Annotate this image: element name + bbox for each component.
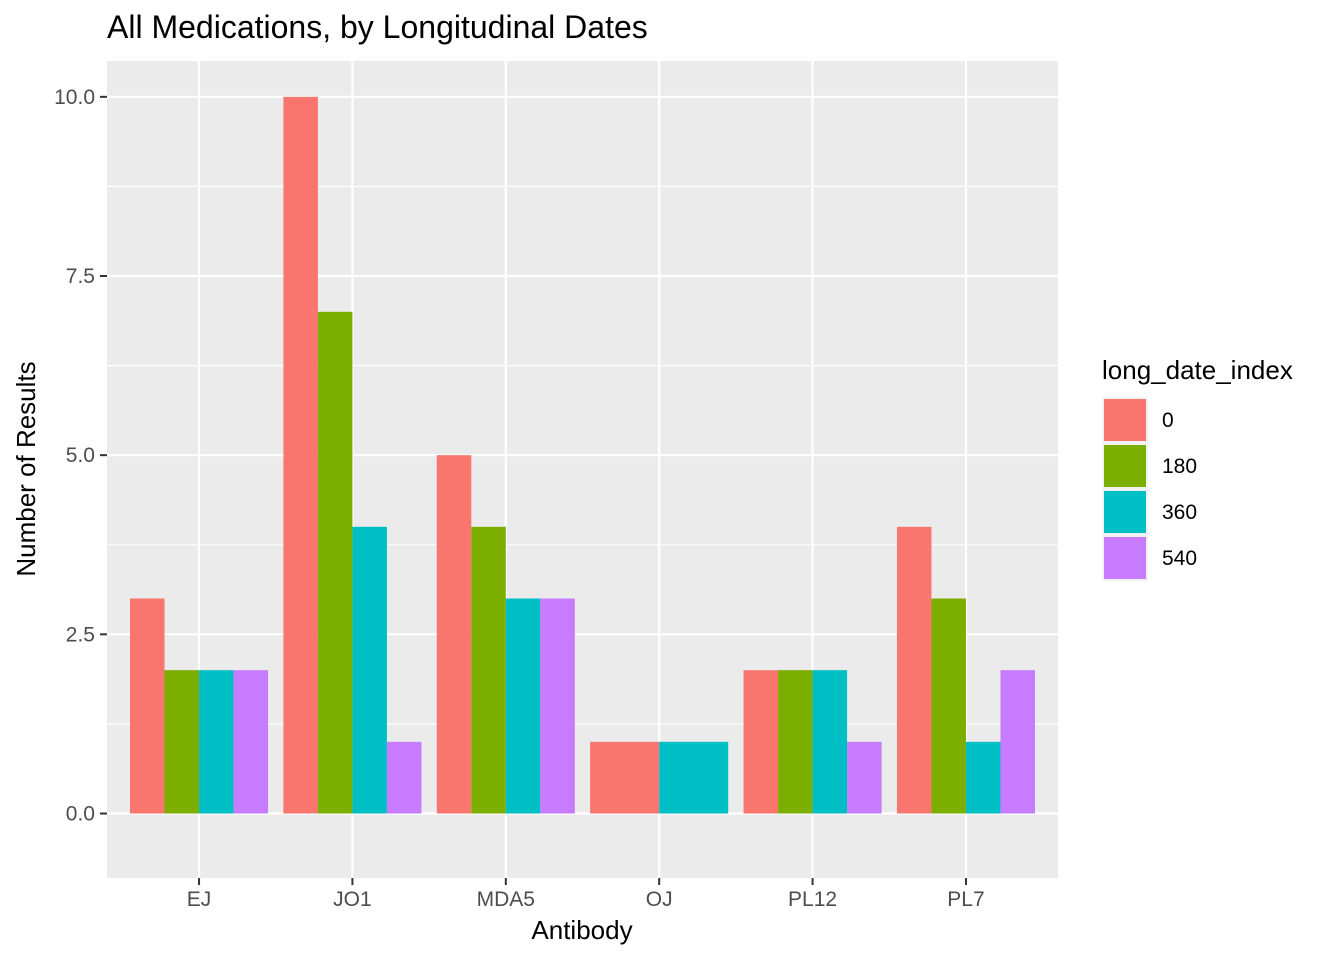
y-tick-label: 2.5 [66, 623, 95, 646]
bar-360-EJ [199, 670, 234, 814]
legend-label: 360 [1162, 501, 1197, 524]
bar-360-JO1 [352, 526, 387, 814]
bar-540-MDA5 [540, 598, 575, 814]
bar-0-OJ [590, 741, 660, 814]
legend-key-0 [1104, 399, 1146, 441]
bar-0-MDA5 [436, 455, 472, 814]
bar-360-PL7 [965, 741, 1001, 814]
x-tick-label: PL7 [947, 888, 984, 911]
bar-540-PL12 [847, 741, 882, 814]
x-axis-title: Antibody [531, 915, 632, 945]
y-tick-label: 0.0 [66, 803, 95, 826]
bar-180-MDA5 [471, 526, 506, 814]
y-axis-title: Number of Results [11, 361, 41, 576]
bar-0-EJ [130, 598, 165, 814]
x-tick-label: PL12 [788, 888, 837, 911]
legend-key-360 [1104, 491, 1146, 533]
legend-key-180 [1104, 445, 1146, 487]
legend-label: 540 [1162, 547, 1197, 570]
legend: long_date_index 0 180 360 540 [1102, 355, 1293, 581]
bar-360-PL12 [812, 670, 848, 814]
bar-540-JO1 [386, 741, 422, 814]
chart-title: All Medications, by Longitudinal Dates [107, 9, 648, 45]
x-tick-label: EJ [187, 888, 212, 911]
bar-0-PL12 [743, 670, 779, 814]
legend-key-540 [1104, 537, 1146, 579]
legend-label: 180 [1162, 455, 1197, 478]
y-tick-label: 7.5 [66, 265, 95, 288]
legend-title: long_date_index [1102, 355, 1293, 385]
x-tick-label: MDA5 [477, 888, 535, 911]
bar-0-JO1 [283, 96, 318, 814]
bar-540-PL7 [1000, 670, 1035, 814]
bar-360-MDA5 [505, 598, 541, 814]
axes: 0.0 2.5 5.0 7.5 10.0 EJ JO1 MDA5 OJ PL12 PL7 [54, 86, 985, 911]
bar-180-PL12 [778, 670, 813, 814]
bar-180-JO1 [317, 311, 353, 814]
bar-0-PL7 [896, 526, 932, 814]
bar-180-PL7 [931, 598, 966, 814]
y-tick-label: 5.0 [66, 444, 95, 467]
y-tick-label: 10.0 [54, 86, 95, 109]
legend-label: 0 [1162, 409, 1174, 432]
bar-540-EJ [233, 670, 269, 814]
x-tick-label: JO1 [333, 888, 372, 911]
bar-180-EJ [164, 670, 200, 814]
bar-360-OJ [659, 741, 729, 814]
x-tick-label: OJ [646, 888, 673, 911]
bars [130, 96, 1035, 814]
